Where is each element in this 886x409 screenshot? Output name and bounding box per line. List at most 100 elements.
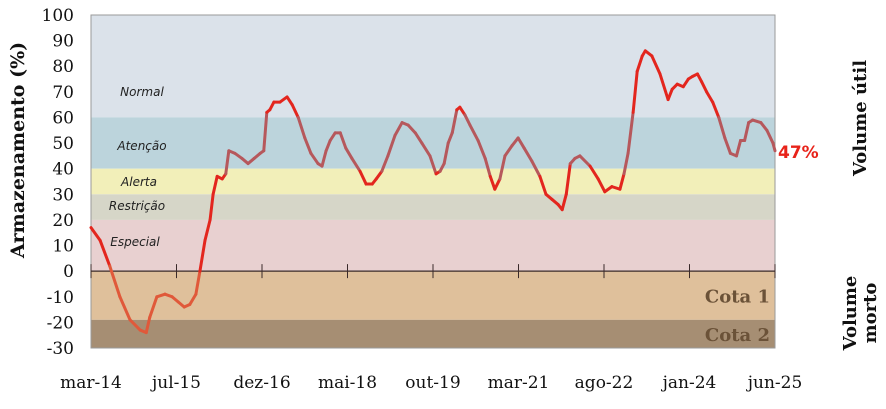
band-label-1: Atenção (116, 139, 166, 153)
series-segment (98, 238, 112, 268)
series-segment (468, 123, 480, 143)
series-segment (262, 110, 269, 153)
series-segment (564, 162, 572, 196)
x-tick-label: mar-21 (488, 373, 550, 393)
y-tick-label: 10 (52, 237, 74, 257)
band-label-5: Cota 1 (705, 286, 770, 307)
band-label-4: Especial (110, 235, 160, 249)
series-segment (650, 54, 662, 76)
band-4 (91, 219, 775, 272)
x-tick-label: jun-25 (746, 373, 803, 393)
series-segment (324, 139, 332, 153)
series-segment (765, 128, 775, 145)
series-segment (285, 95, 294, 107)
series-segment (711, 100, 721, 119)
series-segment (759, 121, 769, 132)
side-label-volume-util: Volume útil (850, 60, 871, 177)
series-segment (723, 136, 732, 155)
side-label-morto: morto (860, 283, 881, 344)
series-segment (386, 133, 397, 158)
series-segment (734, 139, 743, 158)
series-segment (493, 177, 502, 191)
series-segment (208, 192, 215, 222)
y-tick-label: 60 (52, 108, 74, 128)
band-label-0: Normal (120, 85, 164, 99)
series-segment (211, 174, 219, 196)
series-segment (476, 139, 487, 160)
x-tick-label: mar-14 (60, 373, 122, 393)
series-segment (488, 174, 497, 191)
side-label-volume: Volume (840, 276, 861, 352)
band-label-3: Restrição (109, 199, 165, 213)
series-segment (516, 136, 526, 150)
series-segment (393, 121, 404, 137)
series-segment (483, 156, 492, 178)
series-segment (338, 131, 348, 150)
series-segment (188, 292, 198, 306)
band-1 (91, 117, 775, 169)
series-segment (622, 151, 630, 176)
band-5 (91, 271, 775, 320)
series-segment (717, 115, 727, 140)
series-segment (681, 77, 690, 89)
y-tick-label: -10 (47, 288, 74, 308)
y-tick-label: 80 (52, 57, 74, 77)
series-segment (635, 54, 644, 73)
band-label-2: Alerta (120, 175, 157, 189)
x-tick-label: mai-18 (318, 373, 377, 393)
series-segment (303, 136, 313, 155)
series-segment (380, 154, 390, 173)
series-segment (522, 146, 534, 163)
y-tick-label: 40 (52, 160, 74, 180)
series-segment (108, 264, 122, 299)
last-value-label: 47% (778, 143, 819, 163)
series-segment (224, 149, 231, 176)
series-segment (144, 315, 152, 335)
series-segment (560, 192, 568, 212)
series-segment (374, 169, 384, 181)
series-segment (446, 131, 454, 145)
series-segment (148, 295, 159, 319)
band-2 (91, 168, 775, 195)
x-tick-label: jul-15 (150, 373, 201, 393)
y-tick-label: 90 (52, 32, 74, 52)
series-segment (771, 141, 777, 153)
series-segment (503, 144, 514, 158)
series-segment (618, 172, 626, 191)
series-segment (530, 159, 542, 178)
y-tick-label: 70 (52, 83, 74, 103)
series-segment (442, 141, 450, 166)
series-segment (406, 123, 417, 135)
series-segment (700, 80, 709, 94)
series-segment (89, 226, 102, 242)
series-segment (420, 141, 432, 158)
series-segment (194, 269, 202, 296)
series-segment (510, 136, 520, 148)
y-tick-label: -20 (47, 313, 74, 333)
series-segment (743, 121, 751, 143)
y-tick-label: -30 (47, 339, 74, 359)
series-segment (498, 154, 507, 181)
y-tick-label: 50 (52, 134, 74, 154)
y-tick-label: 100 (42, 6, 74, 26)
x-tick-label: dez-16 (233, 373, 290, 393)
series-segment (344, 146, 354, 160)
series-segment (203, 218, 212, 242)
series-segment (413, 131, 424, 145)
series-segment (463, 113, 472, 127)
series-segment (666, 87, 674, 102)
series-segment (596, 177, 607, 194)
series-segment (631, 69, 639, 114)
series-segment (626, 110, 635, 155)
series-segment (320, 149, 328, 168)
band-label-6: Cota 2 (705, 325, 770, 346)
series-segment (128, 318, 142, 332)
x-tick-label: out-19 (405, 373, 460, 393)
series-segment (658, 72, 670, 102)
plot-frame (90, 14, 776, 349)
y-tick-label: 30 (52, 185, 74, 205)
band-0 (91, 15, 775, 118)
y-tick-label: 0 (63, 262, 74, 282)
y-axis-title: Armazenamento (%) (7, 42, 29, 259)
